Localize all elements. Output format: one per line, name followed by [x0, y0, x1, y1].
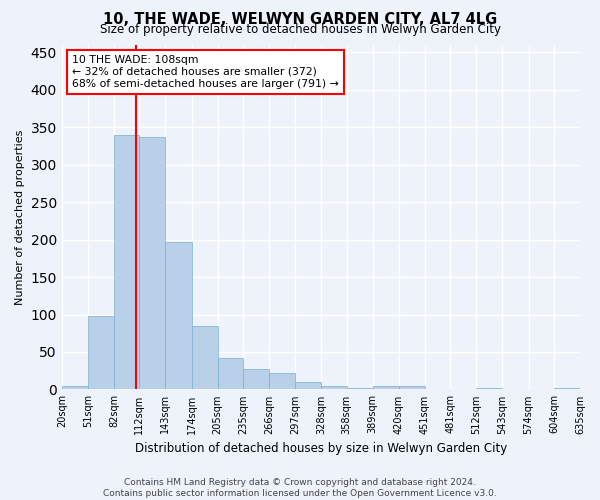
Bar: [218, 358, 243, 390]
Text: 10 THE WADE: 108sqm
← 32% of detached houses are smaller (372)
68% of semi-detac: 10 THE WADE: 108sqm ← 32% of detached ho…: [72, 56, 339, 88]
Bar: [554, 388, 580, 390]
Y-axis label: Number of detached properties: Number of detached properties: [15, 130, 25, 305]
Bar: [476, 388, 502, 390]
Bar: [166, 242, 191, 390]
Bar: [399, 386, 425, 390]
Bar: [347, 388, 373, 390]
Bar: [191, 326, 218, 390]
Bar: [88, 316, 114, 390]
Text: 10, THE WADE, WELWYN GARDEN CITY, AL7 4LG: 10, THE WADE, WELWYN GARDEN CITY, AL7 4L…: [103, 12, 497, 28]
Bar: [269, 373, 295, 390]
Bar: [62, 386, 88, 390]
Bar: [425, 388, 450, 390]
X-axis label: Distribution of detached houses by size in Welwyn Garden City: Distribution of detached houses by size …: [135, 442, 507, 455]
Bar: [373, 386, 399, 390]
Bar: [295, 382, 322, 390]
Bar: [322, 386, 347, 390]
Text: Contains HM Land Registry data © Crown copyright and database right 2024.
Contai: Contains HM Land Registry data © Crown c…: [103, 478, 497, 498]
Bar: [243, 369, 269, 390]
Text: Size of property relative to detached houses in Welwyn Garden City: Size of property relative to detached ho…: [100, 22, 500, 36]
Bar: [114, 135, 139, 390]
Bar: [139, 137, 166, 390]
Bar: [529, 388, 554, 390]
